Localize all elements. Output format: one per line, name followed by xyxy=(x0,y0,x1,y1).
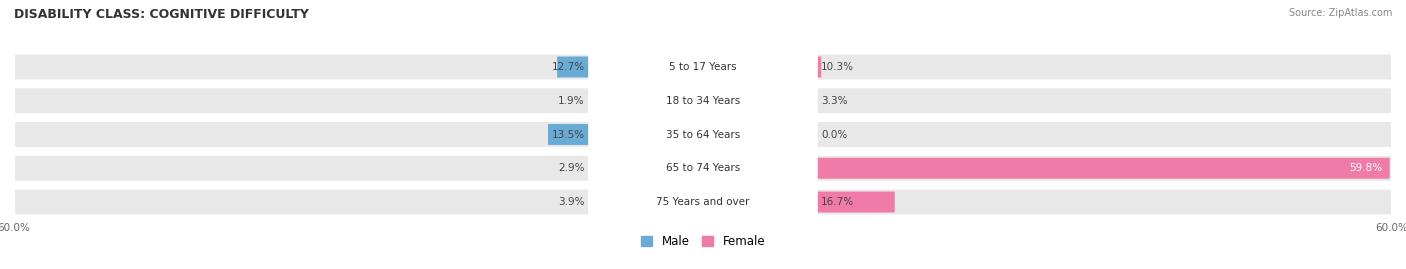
Text: 12.7%: 12.7% xyxy=(551,62,585,72)
FancyBboxPatch shape xyxy=(703,90,741,111)
FancyBboxPatch shape xyxy=(588,175,818,229)
Text: 75 Years and over: 75 Years and over xyxy=(657,197,749,207)
Text: 0.0%: 0.0% xyxy=(821,129,848,140)
Text: 2.9%: 2.9% xyxy=(558,163,585,173)
FancyBboxPatch shape xyxy=(658,192,703,213)
FancyBboxPatch shape xyxy=(681,90,703,111)
Legend: Male, Female: Male, Female xyxy=(636,230,770,253)
Text: 13.5%: 13.5% xyxy=(551,129,585,140)
Text: 18 to 34 Years: 18 to 34 Years xyxy=(666,96,740,106)
Text: 59.8%: 59.8% xyxy=(1350,163,1382,173)
FancyBboxPatch shape xyxy=(548,124,703,145)
FancyBboxPatch shape xyxy=(588,73,818,128)
FancyBboxPatch shape xyxy=(669,158,703,179)
FancyBboxPatch shape xyxy=(14,54,1392,80)
Text: 65 to 74 Years: 65 to 74 Years xyxy=(666,163,740,173)
FancyBboxPatch shape xyxy=(557,56,703,77)
Text: 35 to 64 Years: 35 to 64 Years xyxy=(666,129,740,140)
FancyBboxPatch shape xyxy=(14,121,1392,148)
Text: DISABILITY CLASS: COGNITIVE DIFFICULTY: DISABILITY CLASS: COGNITIVE DIFFICULTY xyxy=(14,8,309,21)
FancyBboxPatch shape xyxy=(588,107,818,162)
Text: 3.3%: 3.3% xyxy=(821,96,848,106)
FancyBboxPatch shape xyxy=(14,155,1392,182)
FancyBboxPatch shape xyxy=(703,158,1389,179)
FancyBboxPatch shape xyxy=(14,189,1392,215)
Text: 3.9%: 3.9% xyxy=(558,197,585,207)
FancyBboxPatch shape xyxy=(14,87,1392,114)
FancyBboxPatch shape xyxy=(703,56,821,77)
Text: Source: ZipAtlas.com: Source: ZipAtlas.com xyxy=(1288,8,1392,18)
Text: 10.3%: 10.3% xyxy=(821,62,855,72)
FancyBboxPatch shape xyxy=(588,141,818,196)
Text: 5 to 17 Years: 5 to 17 Years xyxy=(669,62,737,72)
FancyBboxPatch shape xyxy=(588,40,818,94)
FancyBboxPatch shape xyxy=(703,192,894,213)
Text: 16.7%: 16.7% xyxy=(821,197,855,207)
Text: 1.9%: 1.9% xyxy=(558,96,585,106)
